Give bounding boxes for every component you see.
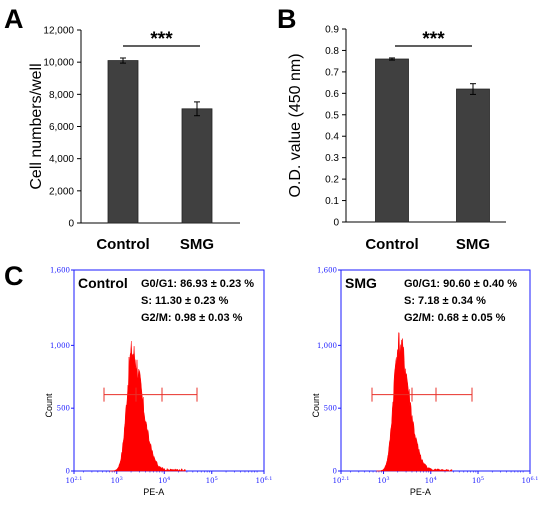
hist-smg-x-tick-label: 103 (377, 476, 389, 485)
chart-b-y-axis-label: O.D. value (450 nm) (287, 53, 304, 197)
hist-control-y-tick-label: 1,600 (50, 267, 70, 275)
hist-control-phase-stat: S: 11.30 ± 0.23 % (141, 295, 229, 307)
hist-smg-histogram-area (376, 332, 453, 472)
chart-a-y-tick-label: 0 (68, 219, 74, 230)
hist-smg-y-tick-label: 1,000 (317, 342, 337, 350)
chart-a-category-label: Control (96, 236, 149, 253)
hist-smg-x-tick-label: 106.1 (522, 476, 539, 485)
hist-smg-y-tick-label: 1,600 (317, 267, 337, 275)
chart-b-significance-stars: *** (422, 29, 445, 50)
hist-control-x-tick-label: 105 (206, 476, 218, 485)
hist-control-sample-name: Control (78, 275, 128, 291)
chart-a-y-tick-label: 12,000 (43, 26, 74, 37)
hist-smg-sample-name: SMG (345, 275, 377, 291)
chart-a-y-tick-label: 10,000 (43, 58, 74, 69)
histogram-smg: 0 500 1,000 1,600 Count 102.1 103 104 105 106.1 PE… (311, 267, 538, 498)
chart-b-y-tick-label: 0.5 (325, 110, 339, 121)
panel-letter-a: A (4, 4, 24, 34)
hist-control-y-tick-label: 1,000 (50, 342, 70, 350)
chart-a-bar-control (107, 60, 139, 224)
chart-b-y-tick-label: 0.2 (325, 175, 339, 186)
hist-control-x-tick-label: 103 (111, 476, 123, 485)
hist-smg-x-tick-label: 105 (472, 476, 484, 485)
panel-letter-b: B (277, 4, 297, 34)
chart-a-y-tick-label: 4,000 (49, 154, 74, 165)
hist-smg-y-axis-label: Count (311, 393, 321, 418)
chart-b-y-tick-label: 0.8 (325, 46, 339, 57)
hist-smg-x-tick-label: 104 (425, 476, 437, 485)
hist-control-x-tick-label: 102.1 (66, 476, 83, 485)
histogram-control: 0 500 1,000 1,600 Count 102.1 103 104 105 106.1 PE… (44, 267, 272, 498)
hist-control-y-axis-label: Count (44, 393, 54, 418)
chart-a-y-axis-label: Cell numbers/well (28, 63, 45, 189)
chart-b-y-tick-label: 0 (333, 218, 339, 229)
hist-control-phase-stat: G0/G1: 86.93 ± 0.23 % (141, 278, 254, 290)
hist-smg-x-tick-label: 102.1 (333, 476, 350, 485)
chart-b-bar-control (375, 58, 409, 223)
chart-a-y-tick-label: 6,000 (49, 122, 74, 133)
panel-letter-c: C (4, 261, 24, 291)
chart-b-category-label: Control (365, 236, 418, 253)
bar-chart-b: 0 0.1 0.2 0.3 0.4 0.5 0.6 0.7 0.8 0.9 O.D. value (… (287, 25, 506, 253)
chart-b-y-tick-label: 0.6 (325, 89, 339, 100)
chart-a-y-tick-label: 8,000 (49, 90, 74, 101)
chart-b-y-tick-label: 0.7 (325, 67, 339, 78)
hist-control-phase-stat: G2/M: 0.98 ± 0.03 % (141, 312, 243, 324)
bar-chart-a: 0 2,000 4,000 6,000 8,000 10,000 12,000 Cell nu… (28, 26, 240, 253)
hist-smg-phase-stat: G0/G1: 90.60 ± 0.40 % (404, 278, 517, 290)
hist-control-x-tick-label: 104 (158, 476, 170, 485)
chart-a-significance-stars: *** (150, 29, 173, 50)
hist-smg-phase-stat: S: 7.18 ± 0.34 % (404, 295, 486, 307)
hist-smg-y-tick-label: 500 (324, 405, 337, 413)
chart-b-y-tick-label: 0.1 (325, 196, 339, 207)
hist-control-x-axis-label: PE-A (143, 487, 164, 497)
chart-b-y-tick-label: 0.4 (325, 132, 339, 143)
chart-a-category-label: SMG (180, 236, 214, 253)
hist-smg-y-tick-label: 0 (333, 468, 337, 476)
hist-control-x-tick-label: 106.1 (256, 476, 273, 485)
chart-b-bar-smg (456, 88, 490, 223)
hist-control-y-tick-label: 0 (66, 468, 70, 476)
hist-smg-phase-stat: G2/M: 0.68 ± 0.05 % (404, 312, 506, 324)
chart-a-y-tick-label: 2,000 (49, 186, 74, 197)
chart-b-y-tick-label: 0.9 (325, 25, 339, 36)
chart-a-bar-smg (181, 108, 213, 224)
hist-control-histogram-area (109, 341, 186, 472)
chart-b-category-label: SMG (456, 236, 490, 253)
hist-control-y-tick-label: 500 (57, 405, 70, 413)
hist-smg-x-axis-label: PE-A (410, 487, 431, 497)
chart-b-y-tick-label: 0.3 (325, 153, 339, 164)
